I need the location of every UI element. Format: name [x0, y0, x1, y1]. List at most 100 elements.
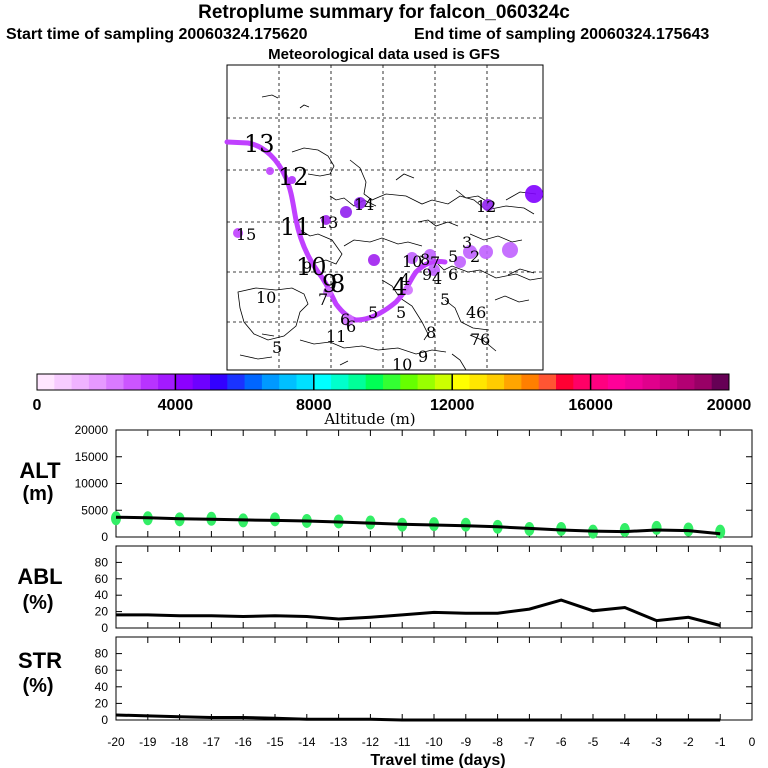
x-tick-label: 0	[749, 735, 756, 749]
y-tick-label: 20000	[75, 423, 109, 437]
alt-panel: 0 5000 10000 15000 20000 ALT(m)	[19, 423, 753, 544]
colorbar-swatch	[331, 374, 349, 390]
colorbar-swatch	[54, 374, 72, 390]
chart-title: Retroplume summary for falcon_060324c	[198, 2, 570, 23]
abl-panel: 0 20 40 60 80 ABL (%)	[17, 545, 753, 635]
map-time-label: 6	[346, 317, 356, 336]
y-axis-label: STR	[18, 648, 62, 673]
map-time-label: 9	[302, 258, 312, 277]
map-coastlines	[237, 94, 543, 371]
y-axis-label: ABL	[17, 564, 62, 589]
y-tick-label: 20	[95, 605, 109, 619]
colorbar-swatch	[521, 374, 540, 390]
map-time-label: 4	[432, 269, 442, 288]
colorbar-swatch	[400, 374, 418, 390]
colorbar-swatch	[434, 374, 453, 390]
plume-marker	[321, 215, 331, 225]
plume-marker	[502, 242, 518, 258]
y-tick-label: 10000	[75, 477, 109, 491]
colorbar-swatch	[279, 374, 297, 390]
plume-marker	[424, 249, 436, 261]
x-tick-label: -2	[683, 735, 694, 749]
alt-scatter-point	[715, 524, 726, 539]
end-time-label: End time of sampling 20060324.175643	[414, 26, 710, 43]
colorbar-swatch	[227, 374, 245, 390]
plume-marker	[406, 252, 418, 264]
colorbar-swatch	[486, 374, 505, 390]
plume-marker	[428, 264, 440, 276]
y-axis-unit: (%)	[22, 592, 53, 614]
x-tick-label: -7	[524, 735, 535, 749]
map-time-label: 10	[402, 252, 422, 271]
y-tick-label: 20	[95, 696, 109, 710]
colorbar-tick-label: 12000	[430, 397, 475, 414]
str-panel: 0 20 40 60 80 STR(%)	[18, 636, 753, 727]
x-tick-label: -20	[107, 735, 125, 749]
x-tick-label: -16	[235, 735, 253, 749]
plume-marker	[266, 167, 274, 175]
map-time-label: 7	[318, 290, 328, 309]
plume-marker	[323, 287, 333, 297]
map-time-label: 5	[396, 303, 406, 322]
str-series-line	[115, 713, 721, 722]
x-tick-label: -1	[715, 735, 726, 749]
plume-marker	[525, 185, 543, 203]
x-tick-label: -19	[139, 735, 157, 749]
colorbar-label: Altitude (m)	[323, 410, 415, 428]
colorbar-swatch	[504, 374, 522, 390]
x-tick-label: -10	[425, 735, 443, 749]
map-time-label: 46	[466, 303, 486, 322]
colorbar-frame	[36, 373, 730, 391]
colorbar-swatch	[158, 374, 176, 390]
colorbar-swatch	[625, 374, 643, 390]
map-time-label: 7	[430, 253, 440, 272]
met-data-label: Meteorological data used is GFS	[268, 46, 500, 63]
colorbar-swatch	[383, 374, 401, 390]
x-tick-label: -5	[588, 735, 599, 749]
map-frame	[226, 64, 544, 371]
x-tick-label: -13	[330, 735, 348, 749]
colorbar-swatch	[590, 374, 609, 390]
colorbar-swatch	[365, 374, 384, 390]
colorbar-swatch	[469, 374, 488, 390]
map-time-label: 11	[326, 327, 346, 346]
map-time-label: 14	[354, 195, 374, 214]
y-tick-label: 60	[95, 663, 109, 677]
map-time-label: 8	[426, 323, 436, 342]
colorbar-tick-label: 16000	[568, 397, 613, 414]
y-tick-label: 40	[95, 680, 109, 694]
x-tick-label: -12	[362, 735, 380, 749]
colorbar-swatch	[417, 374, 436, 390]
alt-scatter-point	[651, 520, 662, 535]
y-axis-unit: (m)	[22, 483, 53, 505]
plume-marker	[233, 228, 243, 238]
x-tick-label: -3	[651, 735, 662, 749]
colorbar-swatch	[244, 374, 263, 390]
plume-marker	[340, 206, 352, 218]
map-time-label: 13	[318, 213, 338, 232]
map-time-label: 13	[244, 130, 275, 158]
colorbar-swatch	[175, 374, 194, 390]
colorbar-swatch	[694, 374, 713, 390]
x-tick-label: -8	[492, 735, 503, 749]
colorbar-swatch	[642, 374, 661, 390]
y-axis-label: ALT	[19, 458, 61, 483]
map-time-label: 15	[236, 225, 256, 244]
map-time-label: 10	[296, 253, 327, 281]
y-tick-label: 40	[95, 588, 109, 602]
altitude-colorbar: 0 4000 8000 12000 16000 20000 Altitude (m)	[33, 373, 751, 428]
map-time-label: 76	[470, 330, 490, 349]
colorbar-swatch	[607, 374, 626, 390]
start-time-label: Start time of sampling 20060324.175620	[6, 26, 308, 43]
map-time-label: 6	[448, 265, 458, 284]
x-tick-label: -11	[394, 735, 411, 749]
plume-marker	[368, 254, 380, 266]
y-tick-label: 0	[101, 621, 108, 635]
colorbar-swatch	[140, 374, 159, 390]
y-tick-label: 80	[95, 647, 109, 661]
x-tick-label: -18	[171, 735, 189, 749]
colorbar-swatch	[711, 374, 730, 390]
map-time-label: 6	[340, 310, 350, 329]
